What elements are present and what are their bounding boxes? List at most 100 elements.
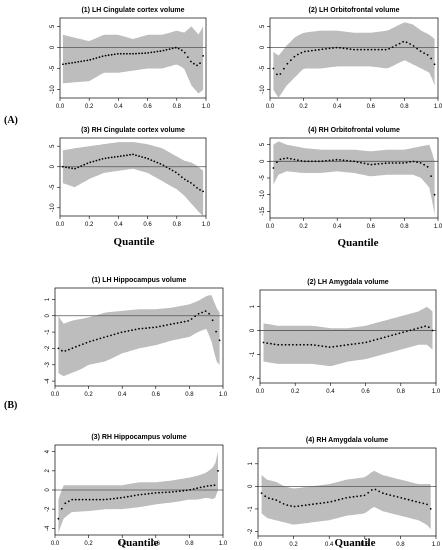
data-point [300, 160, 303, 162]
data-point [196, 187, 198, 189]
data-point [419, 50, 422, 53]
data-point [277, 343, 280, 346]
confidence-band [273, 22, 435, 98]
x-tick-label: 0.0 [51, 541, 60, 547]
x-tick-label: 0.4 [114, 222, 123, 228]
data-point [95, 57, 98, 59]
data-point [124, 330, 126, 333]
data-point [150, 51, 153, 54]
data-point [109, 498, 112, 500]
chart-panel-2: (2) LH Orbitofrontal volume 0.0 0.2 0.4 0.6 0… [260, 7, 442, 110]
x-axis-label-b-right: Quantile [335, 537, 376, 549]
data-point [168, 167, 171, 170]
x-axis-label-b-left: Quantile [118, 537, 159, 549]
x-tick-label: 0.0 [56, 222, 65, 228]
data-point [367, 491, 370, 494]
data-point [325, 345, 327, 348]
data-point [95, 498, 98, 501]
y-tick-label: 2 [45, 469, 51, 473]
data-point [328, 159, 331, 162]
data-point [186, 180, 189, 183]
y-tick-label: -5 [50, 184, 56, 190]
data-point [381, 48, 383, 51]
data-point [339, 344, 342, 347]
data-point [153, 160, 156, 163]
data-point [127, 330, 130, 332]
data-point [299, 343, 302, 346]
data-point [135, 154, 137, 157]
chart-title: (4) RH Orbitofrontal volume [308, 127, 400, 134]
data-point [423, 163, 425, 166]
data-point [330, 500, 333, 503]
x-tick-label: 0.6 [143, 104, 152, 110]
chart-title: (3) RH Hippocampus volume [91, 434, 186, 441]
data-point [350, 343, 353, 346]
data-point [113, 156, 116, 158]
data-point [409, 161, 411, 163]
data-point [429, 508, 432, 510]
data-point [88, 498, 91, 501]
data-point [110, 53, 113, 56]
data-point [281, 343, 283, 346]
y-tick-label: -4 [45, 525, 51, 531]
data-point [141, 52, 144, 55]
data-point [367, 48, 369, 51]
data-point [272, 167, 275, 169]
data-point [332, 345, 335, 348]
y-tick-label: -1 [250, 351, 256, 357]
data-point [426, 165, 429, 168]
data-point [85, 498, 87, 501]
data-point [293, 505, 296, 508]
data-point [266, 342, 269, 344]
x-tick-label: 0.2 [85, 104, 94, 110]
data-point [370, 489, 373, 491]
data-point [116, 53, 119, 55]
chart-panel-4: (4) RH Orbitofrontal volume 0.0 0.2 0.4 0.6 0… [260, 127, 442, 230]
data-point [180, 49, 183, 52]
data-point [117, 332, 119, 335]
data-point [335, 46, 338, 49]
data-point [129, 153, 131, 156]
data-point [65, 166, 67, 169]
data-point [409, 43, 411, 45]
data-point [215, 330, 218, 333]
data-point [398, 42, 401, 45]
data-point [197, 312, 200, 315]
plot-frame [269, 17, 439, 99]
data-point [158, 491, 160, 494]
data-point [326, 501, 329, 504]
data-point [332, 159, 334, 162]
data-point [433, 63, 436, 66]
data-point [276, 73, 278, 76]
data-point [288, 343, 291, 346]
data-point [89, 58, 92, 61]
data-point [398, 332, 401, 335]
data-point [126, 52, 128, 55]
data-point [78, 344, 81, 347]
data-point [68, 348, 70, 351]
data-point [85, 341, 88, 344]
data-point [202, 190, 205, 193]
y-tick-label: -5 [260, 65, 266, 71]
x-tick-label: 0.6 [361, 542, 370, 548]
data-point [193, 184, 195, 187]
data-point [402, 40, 404, 43]
data-point [138, 52, 141, 55]
data-point [156, 50, 159, 53]
data-point [71, 498, 74, 501]
chart-panel-1: (1) LH Cingulate cortex volume 0.0 0.2 0.4 0… [50, 7, 211, 110]
data-point [104, 54, 107, 57]
data-point [64, 350, 67, 352]
data-point [74, 167, 76, 170]
data-point [412, 45, 415, 47]
x-tick-label: 0.0 [51, 392, 60, 398]
data-point [172, 491, 174, 493]
data-point [384, 48, 387, 51]
data-point [68, 166, 70, 169]
data-point [356, 161, 359, 163]
x-tick-label: 0.2 [291, 389, 300, 395]
data-point [270, 342, 272, 345]
data-point [346, 47, 348, 50]
data-point [189, 488, 192, 491]
data-point [74, 498, 77, 501]
